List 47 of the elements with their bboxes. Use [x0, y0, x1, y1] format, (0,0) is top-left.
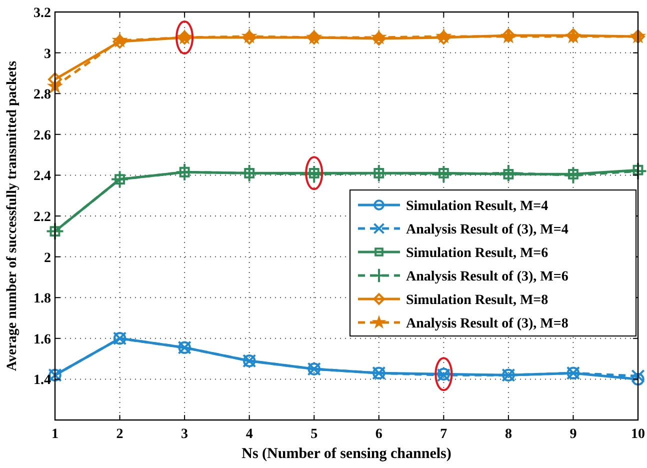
y-tick-label: 3.2 [34, 6, 51, 21]
x-tick-label: 2 [116, 427, 124, 442]
x-axis-title: Ns (Number of sensing channels) [242, 446, 452, 462]
point [110, 170, 129, 188]
legend-label: Simulation Result, M=6 [406, 246, 548, 261]
x-tick-label: 10 [631, 427, 645, 442]
x-tick-label: 5 [310, 427, 318, 442]
point [564, 166, 582, 184]
y-tick-label: 2 [44, 250, 51, 266]
point [114, 174, 125, 184]
legend-label: Analysis Result of (3), M=6 [406, 270, 568, 284]
point [438, 168, 449, 178]
x-tick-label: 8 [504, 427, 512, 442]
point [242, 30, 256, 44]
point [374, 168, 384, 178]
y-tick-label: 2.6 [34, 128, 51, 144]
y-tick-label: 2.8 [34, 88, 51, 103]
y-tick-label: 1.8 [34, 292, 51, 307]
x-tick-label: 6 [375, 427, 382, 442]
point [632, 164, 644, 176]
y-tick-label: 3 [44, 46, 51, 62]
point [112, 34, 127, 49]
x-tick-label: 1 [52, 427, 58, 442]
point [631, 369, 645, 383]
legend-label: Simulation Result, M=8 [406, 293, 548, 308]
point [568, 168, 578, 180]
point [372, 32, 386, 46]
x-tick-label: 4 [246, 427, 253, 442]
point [50, 226, 60, 237]
x-tick-label: 3 [181, 427, 188, 442]
point [436, 30, 451, 44]
point [503, 168, 514, 180]
y-tick-label: 1.6 [34, 332, 51, 348]
y-tick-label: 1.4 [34, 373, 51, 388]
point [499, 164, 518, 182]
x-tick-label: 9 [570, 427, 577, 442]
point [179, 166, 190, 178]
legend-label: Simulation Result, M=4 [406, 199, 548, 214]
legend-label: Analysis Result of (3), M=4 [406, 222, 568, 238]
legend-label: Analysis Result of (3), M=8 [406, 316, 568, 332]
point [46, 222, 64, 241]
point [434, 164, 453, 184]
x-tick-label: 7 [440, 427, 448, 442]
y-tick-label: 2.2 [34, 210, 51, 225]
point [632, 372, 644, 386]
y-tick-label: 2.4 [34, 169, 51, 184]
y-axis-title: Average number of successfully transmitted packets [5, 60, 20, 372]
